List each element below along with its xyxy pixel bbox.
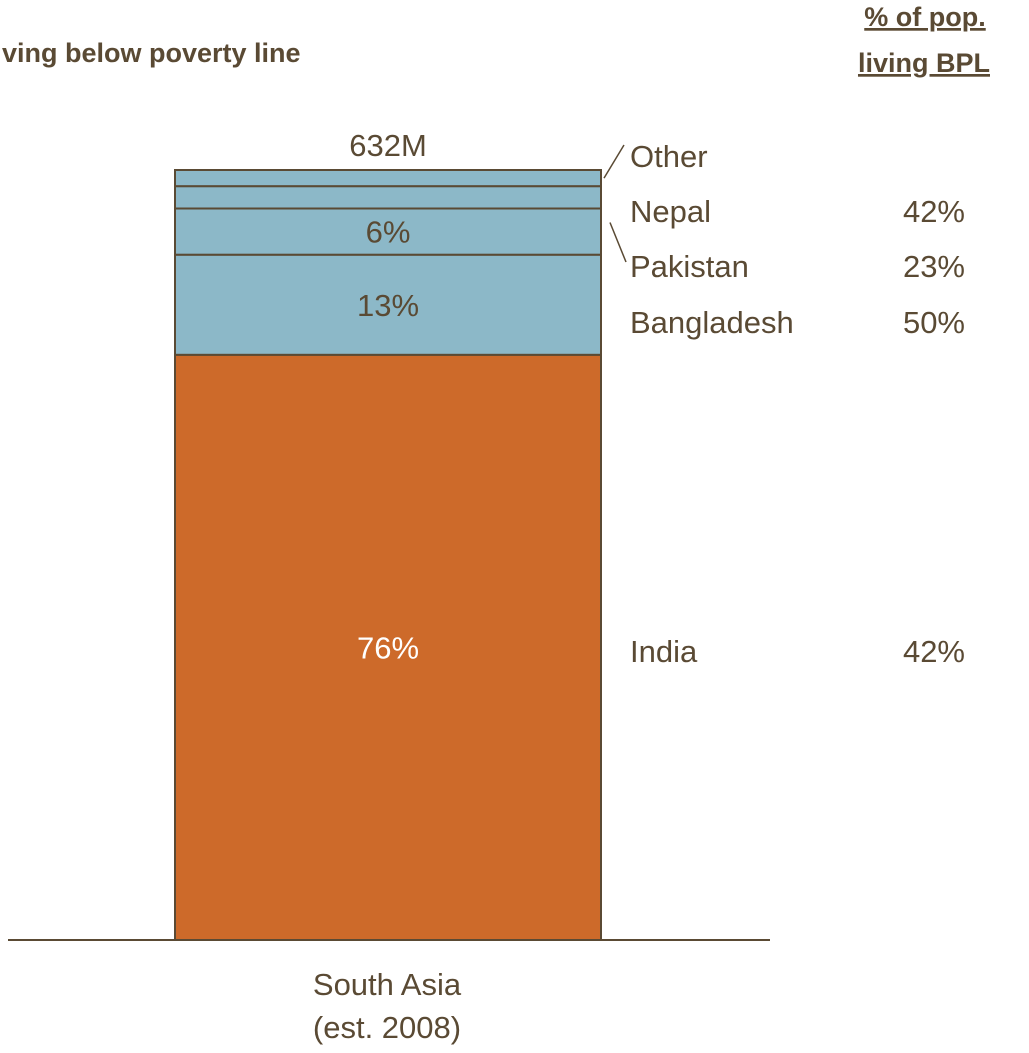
bpl-percent-bangladesh: 50% (903, 305, 965, 340)
leader-line-other (603, 144, 625, 179)
segment-name-label-pakistan: Pakistan (630, 249, 749, 284)
category-label-line-2: (est. 2008) (313, 1010, 461, 1045)
bar-segment-india (174, 353, 602, 941)
bpl-percent-nepal: 42% (903, 194, 965, 229)
segment-share-label-india: 76% (357, 630, 419, 665)
segment-name-label-nepal: Nepal (630, 194, 711, 229)
bar-segments (174, 169, 602, 941)
leader-line-pakistan (609, 222, 627, 263)
segment-name-label-india: India (630, 634, 698, 669)
bar-segment-nepal (174, 185, 602, 210)
bpl-percent-india: 42% (903, 634, 965, 669)
bpl-percent-pakistan: 23% (903, 249, 965, 284)
segment-labels: 76% India 42% 13% Bangladesh 50% 6% Pakistan 23%… (357, 139, 965, 669)
chart-title: ving below poverty line (2, 38, 301, 68)
column-header-line-2: living BPL (858, 48, 990, 78)
segment-name-label-bangladesh: Bangladesh (630, 305, 794, 340)
bar-segment-bangladesh (174, 253, 602, 356)
segment-name-label-other: Other (630, 139, 708, 174)
total-label: 632M (349, 128, 427, 163)
column-header-line-1: % of pop. (864, 2, 985, 32)
category-label-line-1: South Asia (313, 967, 462, 1002)
bar-segment-other (174, 169, 602, 188)
segment-share-label-pakistan: 6% (366, 215, 411, 250)
segment-share-label-bangladesh: 13% (357, 288, 419, 323)
